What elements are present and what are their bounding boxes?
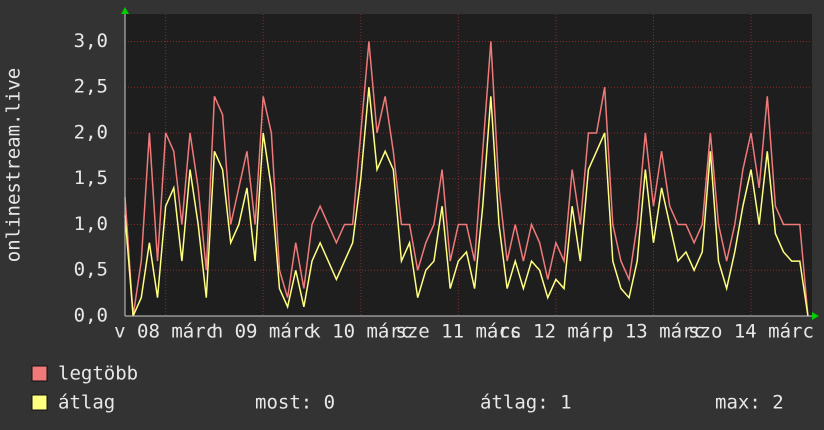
legend-stat: átlag: 1 bbox=[480, 392, 572, 414]
plot-area bbox=[125, 14, 812, 316]
y-tick-label: 2,0 bbox=[74, 121, 108, 143]
legend-stat: max: 2 bbox=[715, 392, 784, 414]
y-tick-label: 0,0 bbox=[74, 305, 108, 327]
x-tick-label: szo 14 márc bbox=[688, 321, 814, 343]
series-line bbox=[124, 41, 809, 317]
marks bbox=[124, 41, 809, 317]
x-tick-label: p 13 márc bbox=[602, 321, 705, 343]
legend: legtöbb átlag bbox=[31, 363, 138, 414]
axis-arrow bbox=[812, 312, 819, 320]
x-tick-label: sze 11 márc bbox=[395, 321, 521, 343]
legend-swatch bbox=[31, 365, 48, 382]
legend-swatch bbox=[31, 394, 48, 411]
y-tick-label: 1,0 bbox=[74, 213, 108, 235]
y-tick-label: 3,0 bbox=[74, 30, 108, 52]
x-tick-label: cs 12 márc bbox=[499, 321, 613, 343]
y-tick-label: 1,5 bbox=[74, 167, 108, 189]
axis-arrow bbox=[121, 7, 129, 14]
y-tick-label: 2,5 bbox=[74, 76, 108, 98]
legend-label: legtöbb bbox=[58, 363, 138, 385]
x-tick-label: k 10 márc bbox=[309, 321, 412, 343]
legend-label: átlag bbox=[58, 392, 115, 414]
x-tick-label: h 09 márc bbox=[212, 321, 315, 343]
x-tick-label: v 08 márc bbox=[114, 321, 217, 343]
y-axis-label: onlinestream.live bbox=[3, 68, 25, 262]
y-tick-label: 0,5 bbox=[74, 259, 108, 281]
legend-stat: most: 0 bbox=[255, 392, 335, 414]
series-line bbox=[124, 87, 809, 317]
